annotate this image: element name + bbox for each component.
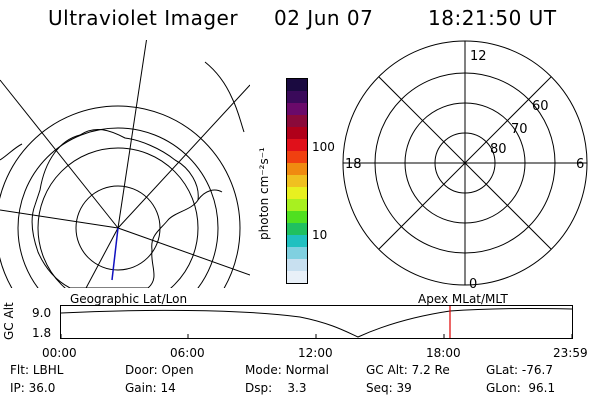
color-bar-segment bbox=[287, 259, 307, 271]
timeline-right-title: Apex MLat/MLT bbox=[418, 292, 508, 306]
status-glat: GLat: -76.7 bbox=[486, 363, 553, 377]
seq-value: 39 bbox=[396, 381, 412, 395]
lon-line bbox=[117, 227, 250, 276]
flt-value: LBHL bbox=[32, 363, 64, 377]
glon-label: GLon: bbox=[486, 381, 521, 395]
status-mode: Mode: Normal bbox=[245, 363, 329, 377]
geographic-map bbox=[0, 40, 250, 288]
time-label: 18:21:50 UT bbox=[428, 6, 557, 30]
lon-line bbox=[117, 84, 250, 229]
coastline-south-america bbox=[204, 61, 245, 133]
mlt-label-12: 12 bbox=[470, 49, 487, 64]
mode-label: Mode: bbox=[245, 363, 282, 377]
lon-line bbox=[117, 40, 147, 229]
mlt-label-18: 18 bbox=[345, 157, 362, 172]
x-tick-label-4: 23:59 bbox=[553, 346, 588, 360]
altitude-curve bbox=[60, 307, 573, 338]
gcalt-value: 7.2 Re bbox=[411, 363, 450, 377]
status-seq: Seq: 39 bbox=[366, 381, 412, 395]
color-bar-segment bbox=[287, 199, 307, 211]
colorbar-tick-10: 10 bbox=[312, 228, 328, 242]
x-tick-label-1: 06:00 bbox=[170, 346, 205, 360]
color-bar-segment bbox=[287, 91, 307, 103]
color-bar-segment bbox=[287, 163, 307, 175]
colorbar-tick-100: 100 bbox=[312, 140, 335, 154]
x-tick-label-0: 00:00 bbox=[42, 346, 77, 360]
color-bar-segment bbox=[287, 151, 307, 163]
date-label: 02 Jun 07 bbox=[274, 6, 374, 30]
timeline-y-high: 9.0 bbox=[32, 306, 52, 320]
color-bar-segment bbox=[287, 211, 307, 223]
status-glon: GLon: 96.1 bbox=[486, 381, 555, 395]
color-bar-segment bbox=[287, 235, 307, 247]
status-door: Door: Open bbox=[125, 363, 194, 377]
door-value: Open bbox=[161, 363, 194, 377]
glon-value: 96.1 bbox=[528, 381, 556, 395]
ip-value: 36.0 bbox=[28, 381, 56, 395]
status-gain: Gain: 14 bbox=[125, 381, 176, 395]
color-bar-segment bbox=[287, 223, 307, 235]
mode-value: Normal bbox=[285, 363, 329, 377]
gain-value: 14 bbox=[160, 381, 176, 395]
status-flt: Flt: LBHL bbox=[10, 363, 63, 377]
lat-circle bbox=[17, 127, 219, 288]
timeline-frame bbox=[60, 305, 573, 339]
status-gcalt: GC Alt: 7.2 Re bbox=[366, 363, 450, 377]
timeline-plot bbox=[60, 305, 573, 339]
color-bar-segment bbox=[287, 247, 307, 259]
color-bar-segment bbox=[287, 139, 307, 151]
polar-grid: 12 18 6 0 60 70 80 bbox=[342, 40, 588, 290]
continent-outline bbox=[31, 128, 199, 288]
coastline bbox=[0, 143, 223, 201]
flt-label: Flt: bbox=[10, 363, 29, 377]
lon-line bbox=[0, 209, 119, 229]
glat-value: -76.7 bbox=[521, 363, 553, 377]
mlat-label-80: 80 bbox=[490, 142, 507, 157]
x-tick-label-2: 12:00 bbox=[298, 346, 333, 360]
color-bar-segment bbox=[287, 115, 307, 127]
dsp-label: Dsp: bbox=[245, 381, 273, 395]
seq-label: Seq: bbox=[366, 381, 393, 395]
track-line bbox=[111, 227, 119, 281]
mlt-line-diag bbox=[378, 76, 552, 250]
glat-label: GLat: bbox=[486, 363, 519, 377]
color-bar-segment bbox=[287, 271, 307, 283]
dsp-value: 3.3 bbox=[287, 381, 307, 395]
lat-circle bbox=[75, 185, 161, 271]
lat-circle bbox=[37, 147, 199, 288]
color-bar-segment bbox=[287, 79, 307, 91]
lat-circle bbox=[0, 105, 241, 288]
gcalt-label: GC Alt: bbox=[366, 363, 408, 377]
timeline-ylabel: GC Alt bbox=[2, 302, 16, 340]
lon-line bbox=[0, 79, 119, 229]
door-label: Door: bbox=[125, 363, 158, 377]
timeline-left-title: Geographic Lat/Lon bbox=[70, 292, 188, 306]
x-tick-label-3: 18:00 bbox=[426, 346, 461, 360]
gain-label: Gain: bbox=[125, 381, 157, 395]
mlt-label-0: 0 bbox=[469, 277, 477, 290]
color-bar-segment bbox=[287, 175, 307, 187]
ip-label: IP: bbox=[10, 381, 25, 395]
mlat-label-60: 60 bbox=[532, 99, 549, 114]
timeline-y-low: 1.8 bbox=[32, 326, 52, 340]
mlat-label-70: 70 bbox=[511, 122, 528, 137]
mlt-label-6: 6 bbox=[576, 157, 584, 172]
status-dsp: Dsp: 3.3 bbox=[245, 381, 307, 395]
color-bar bbox=[286, 78, 308, 284]
status-ip: IP: 36.0 bbox=[10, 381, 55, 395]
instrument-title: Ultraviolet Imager bbox=[48, 6, 239, 30]
colorbar-unit-label: photon cm⁻²s⁻¹ bbox=[257, 147, 271, 240]
color-bar-segment bbox=[287, 103, 307, 115]
color-bar-segment bbox=[287, 187, 307, 199]
lon-line bbox=[85, 227, 119, 288]
color-bar-segment bbox=[287, 127, 307, 139]
